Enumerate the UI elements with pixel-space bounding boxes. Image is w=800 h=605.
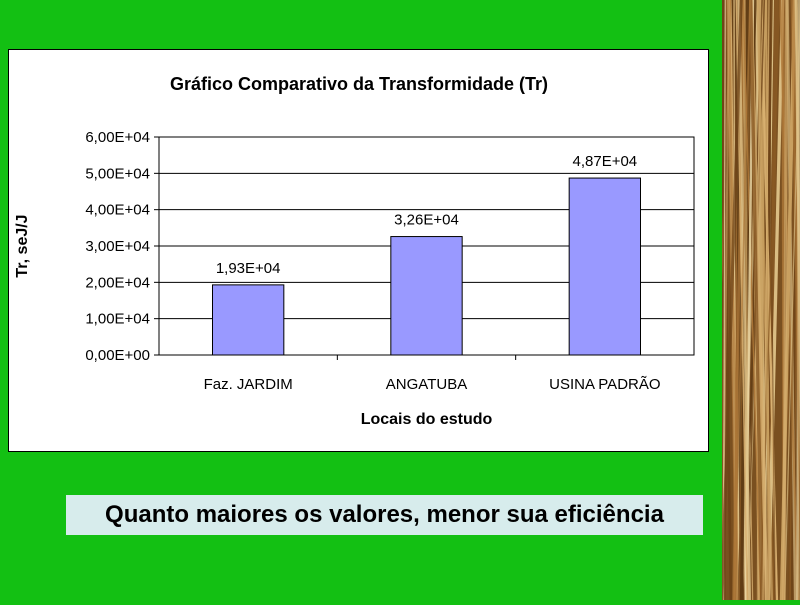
straw-grass-image: [704, 0, 800, 605]
x-tick-label: ANGATUBA: [386, 376, 467, 393]
chart-title: Gráfico Comparativo da Transformidade (T…: [170, 74, 548, 94]
chart-area: Gráfico Comparativo da Transformidade (T…: [8, 49, 709, 452]
x-tick-label: USINA PADRÃO: [549, 376, 660, 393]
caption-text: Quanto maiores os valores, menor sua efi…: [105, 501, 664, 528]
bar-chart: Gráfico Comparativo da Transformidade (T…: [14, 74, 695, 428]
y-tick-label: 3,00E+04: [85, 238, 150, 255]
y-tick-label: 2,00E+04: [85, 274, 150, 291]
bar: [568, 177, 642, 356]
data-label: 1,93E+04: [216, 260, 281, 277]
data-label: 3,26E+04: [394, 212, 459, 229]
y-tick-label: 4,00E+04: [85, 202, 150, 219]
y-axis-label: Tr, seJ/J: [14, 214, 31, 277]
x-tick-label: Faz. JARDIM: [204, 376, 293, 393]
bar: [390, 236, 463, 356]
bar: [212, 284, 285, 356]
y-tick-label: 0,00E+00: [85, 347, 150, 364]
y-tick-label: 5,00E+04: [85, 165, 150, 182]
x-axis-label: Locais do estudo: [361, 411, 493, 428]
y-tick-label: 1,00E+04: [85, 311, 150, 328]
data-label: 4,87E+04: [573, 153, 638, 170]
caption-box: Quanto maiores os valores, menor sua efi…: [66, 495, 703, 535]
y-tick-label: 6,00E+04: [85, 129, 150, 146]
